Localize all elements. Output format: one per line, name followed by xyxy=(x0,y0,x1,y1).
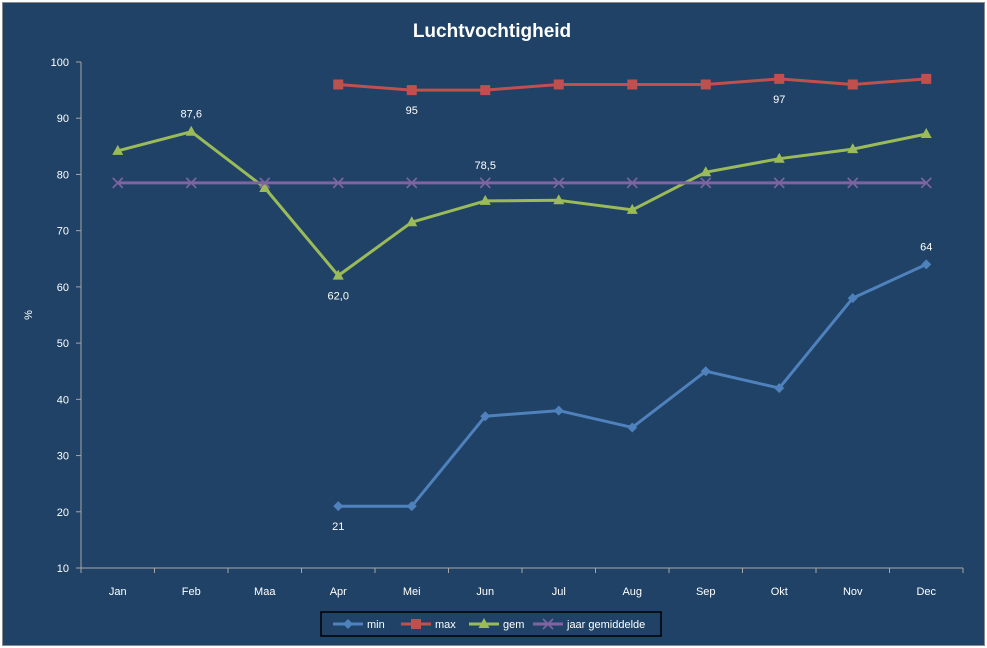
y-tick-label: 30 xyxy=(57,451,69,463)
legend-marker-min xyxy=(343,619,353,629)
point-jaar-gemiddelde-mei xyxy=(406,177,418,189)
point-min-jul xyxy=(553,405,564,416)
y-tick-label: 50 xyxy=(57,338,69,350)
x-tick-label-mei: Mei xyxy=(403,586,421,598)
x-tick-label-maa: Maa xyxy=(254,586,276,598)
y-tick-label: 70 xyxy=(57,226,69,238)
y-tick-label: 10 xyxy=(57,563,69,575)
data-label-jaar-gemiddelde-jun: 78,5 xyxy=(475,160,496,172)
point-min-apr xyxy=(333,501,344,512)
legend-marker-jaar-gemiddelde xyxy=(542,618,554,630)
legend-label-gem: gem xyxy=(503,619,524,631)
point-min-sep xyxy=(700,366,711,377)
point-max-sep xyxy=(700,79,711,90)
series-line-gem xyxy=(117,130,927,278)
point-jaar-gemiddelde-jan xyxy=(112,177,124,189)
data-label-max-mei: 95 xyxy=(406,105,418,117)
data-label-min-dec: 64 xyxy=(920,241,932,253)
point-gem-jun xyxy=(479,194,491,205)
legend: min max gem jaar gemiddelde xyxy=(320,611,662,637)
point-min-okt xyxy=(774,383,785,394)
chart-title: Luchtvochtigheid xyxy=(413,21,571,42)
series-layer xyxy=(112,73,932,512)
point-max-apr xyxy=(333,79,344,90)
y-axis-label: % xyxy=(23,310,35,320)
point-max-dec xyxy=(921,73,932,84)
point-gem-jul xyxy=(553,194,565,205)
y-tick-label: 20 xyxy=(57,507,69,519)
legend-item-min: min xyxy=(333,619,385,631)
point-max-jul xyxy=(553,79,564,90)
x-tick-label-apr: Apr xyxy=(330,586,347,598)
legend-label-min: min xyxy=(367,619,385,631)
point-min-aug xyxy=(627,422,638,433)
x-tick-label-feb: Feb xyxy=(182,586,201,598)
point-gem-aug xyxy=(626,203,638,214)
point-jaar-gemiddelde-okt xyxy=(773,177,785,189)
data-labels: 87,6 95 78,5 62,0 97 64 21 xyxy=(181,94,933,533)
legend-item-max: max xyxy=(401,619,456,631)
x-tick-label-jan: Jan xyxy=(109,586,127,598)
series-min xyxy=(333,259,932,512)
point-jaar-gemiddelde-jun xyxy=(479,177,491,189)
y-tick-label: 60 xyxy=(57,282,69,294)
point-jaar-gemiddelde-maa xyxy=(259,177,271,189)
x-tick-label-nov: Nov xyxy=(843,586,863,598)
point-min-nov xyxy=(847,293,858,304)
y-tick-label: 80 xyxy=(57,169,69,181)
point-jaar-gemiddelde-sep xyxy=(700,177,712,189)
data-label-max-okt: 97 xyxy=(773,94,785,106)
legend-label-max: max xyxy=(435,619,456,631)
point-jaar-gemiddelde-aug xyxy=(626,177,638,189)
point-gem-okt xyxy=(773,152,785,163)
point-gem-sep xyxy=(700,166,712,177)
data-label-gem-feb: 87,6 xyxy=(181,109,202,121)
y-tick-label: 90 xyxy=(57,113,69,125)
point-jaar-gemiddelde-apr xyxy=(332,177,344,189)
series-gem xyxy=(112,125,932,280)
point-max-aug xyxy=(627,79,638,90)
point-min-jun xyxy=(480,411,491,422)
x-tick-label-dec: Dec xyxy=(916,586,936,598)
data-label-min-apr: 21 xyxy=(332,521,344,533)
series-jaar-gemiddelde xyxy=(112,177,932,189)
legend-item-jaar-gemiddelde: jaar gemiddelde xyxy=(533,618,645,631)
point-gem-dec xyxy=(920,127,932,138)
legend-label-jaar-gemiddelde: jaar gemiddelde xyxy=(566,619,645,631)
data-label-gem-apr: 62,0 xyxy=(328,291,349,303)
point-gem-apr xyxy=(332,269,344,280)
x-tick-label-okt: Okt xyxy=(771,586,788,598)
point-max-okt xyxy=(774,73,785,84)
point-max-jun xyxy=(480,85,491,96)
x-tick-label-sep: Sep xyxy=(696,586,716,598)
point-min-dec xyxy=(921,259,932,270)
x-tick-label-jun: Jun xyxy=(476,586,494,598)
y-tick-label: 40 xyxy=(57,394,69,406)
point-jaar-gemiddelde-dec xyxy=(920,177,932,189)
point-jaar-gemiddelde-jul xyxy=(553,177,565,189)
series-max xyxy=(333,73,932,96)
x-tick-label-aug: Aug xyxy=(622,586,642,598)
point-max-nov xyxy=(847,79,858,90)
legend-item-gem: gem xyxy=(469,618,524,631)
point-jaar-gemiddelde-feb xyxy=(185,177,197,189)
y-tick-label: 100 xyxy=(51,57,69,69)
axes: 10 20 30 40 50 60 70 80 90 100 Jan Feb Maa Apr Mei Jun J… xyxy=(51,57,964,598)
point-max-mei xyxy=(406,85,417,96)
series-line-min xyxy=(338,263,927,508)
legend-marker-max xyxy=(411,619,421,629)
point-gem-maa xyxy=(259,181,271,192)
point-gem-feb xyxy=(185,125,197,136)
legend-marker-gem xyxy=(478,618,490,628)
point-jaar-gemiddelde-nov xyxy=(847,177,859,189)
point-gem-mei xyxy=(406,216,418,227)
point-gem-nov xyxy=(847,143,859,154)
x-tick-label-jul: Jul xyxy=(552,586,566,598)
point-gem-jan xyxy=(112,144,124,155)
point-min-mei xyxy=(406,501,417,512)
